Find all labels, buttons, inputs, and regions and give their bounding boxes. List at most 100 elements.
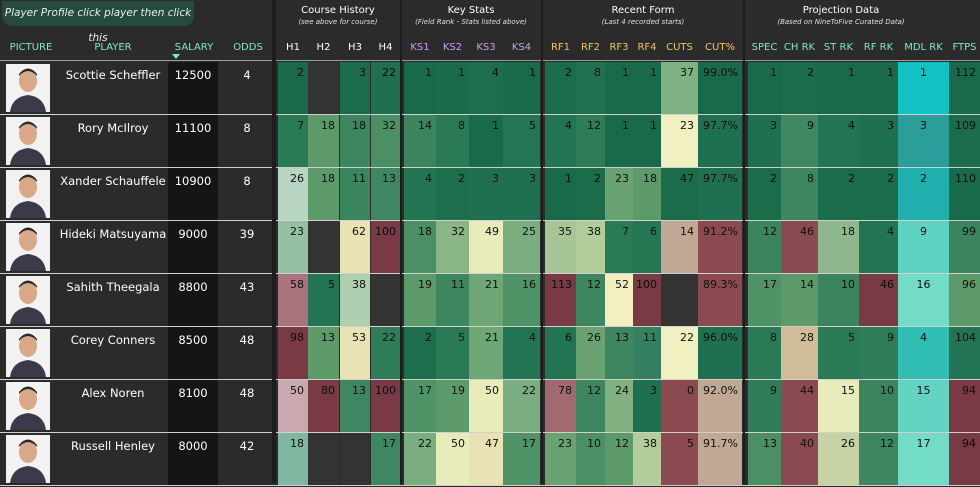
col-header-odds[interactable]: ODDS [233, 42, 263, 53]
row-divider [0, 379, 980, 380]
col-header-picture[interactable]: PICTURE [9, 42, 53, 53]
group-title: Recent Form [611, 5, 675, 16]
player-name[interactable]: Xander Schauffele [60, 174, 166, 188]
player-row[interactable]: Hideki Matsuyama 9000 39 23 62 100 18 32 49 25 35 3… [0, 221, 980, 273]
col-header-ks1[interactable]: KS1 [410, 42, 430, 53]
player-row[interactable]: Rory McIlroy 11100 8 7 18 18 32 14 8 1 5 4 12 1 1 23 97.… [0, 115, 980, 167]
player-row[interactable]: Sahith Theegala 8800 43 58 5 38 19 11 21 16 113 12 5… [0, 274, 980, 326]
player-row[interactable]: Corey Conners 8500 48 98 13 53 22 2 5 21 4 6 26 13 11 2… [0, 327, 980, 379]
key-stat-cell: 14 [404, 115, 436, 167]
player-photo[interactable] [6, 435, 50, 483]
projection-cell: 15 [898, 380, 949, 432]
player-photo[interactable] [6, 223, 50, 271]
recent-form-cell: 47 [661, 168, 698, 220]
col-header-h1[interactable]: H1 [286, 42, 300, 53]
player-odds: 48 [239, 333, 255, 347]
col-header-rf2[interactable]: RF2 [580, 42, 601, 53]
projection-cell: 3 [898, 115, 949, 167]
player-photo[interactable] [6, 276, 50, 324]
projection-cell: 16 [898, 274, 949, 326]
player-name[interactable]: Sahith Theegala [66, 280, 160, 294]
projection-cell: 17 [748, 274, 781, 326]
col-header-proj6[interactable]: FTPS [952, 42, 977, 53]
key-stat-cell: 1 [436, 62, 469, 114]
player-row[interactable]: Xander Schauffele 10900 8 26 18 11 13 4 2 3 3 1 2 23 1… [0, 168, 980, 220]
sort-descending-icon[interactable] [172, 54, 180, 59]
col-header-player[interactable]: PLAYER [94, 42, 132, 53]
player-name[interactable]: Scottie Scheffler [65, 68, 161, 82]
group-title: Projection Data [802, 5, 880, 16]
recent-form-cell: 7 [605, 221, 633, 273]
key-stat-cell: 19 [436, 380, 469, 432]
player-row[interactable]: Alex Noren 8100 48 50 80 13 100 17 19 50 22 78 12 24 3… [0, 380, 980, 432]
player-photo[interactable] [6, 64, 50, 112]
course-history-cell: 13 [308, 327, 339, 379]
header-divider [0, 60, 980, 61]
course-history-cell: 17 [371, 433, 400, 485]
projection-cell: 1 [748, 62, 781, 114]
projection-cell: 17 [898, 433, 949, 485]
recent-form-cell: 18 [633, 168, 661, 220]
col-header-ks4[interactable]: KS4 [511, 42, 532, 53]
key-stat-cell: 17 [404, 380, 436, 432]
col-header-proj3[interactable]: ST RK [823, 42, 854, 53]
player-name[interactable]: Alex Noren [81, 386, 145, 400]
player-salary: 8100 [168, 380, 218, 432]
col-header-ks2[interactable]: KS2 [442, 42, 463, 53]
projection-cell: 99 [949, 221, 980, 273]
player-odds: 48 [239, 386, 255, 400]
group-subtitle: (Field Rank - Stats listed above) [415, 18, 527, 26]
player-row[interactable]: Russell Henley 8000 42 18 17 22 50 47 17 23 10 12 38… [0, 433, 980, 485]
col-header-proj2[interactable]: CH RK [783, 42, 816, 53]
col-header-h3[interactable]: H3 [348, 42, 362, 53]
col-header-ks3[interactable]: KS3 [476, 42, 496, 53]
recent-form-cell: 78 [545, 380, 576, 432]
projection-cell: 28 [781, 327, 818, 379]
col-header-rf4[interactable]: RF4 [637, 42, 657, 53]
player-salary: 9000 [168, 221, 218, 273]
course-history-cell: 98 [278, 327, 308, 379]
player-row[interactable]: Scottie Scheffler 12500 4 2 3 22 1 1 4 1 2 8 1 1 37 99.… [0, 62, 980, 114]
player-salary: 8000 [168, 433, 218, 485]
col-header-proj1[interactable]: SPEC [751, 42, 778, 53]
course-history-cell: 11 [340, 168, 370, 220]
recent-form-cell: 1 [605, 115, 633, 167]
col-header-proj4[interactable]: RF RK [863, 42, 894, 53]
projection-cell: 94 [949, 380, 980, 432]
recent-form-cell: 2 [545, 62, 576, 114]
col-header-rf3[interactable]: RF3 [609, 42, 629, 53]
col-header-h4[interactable]: H4 [378, 42, 393, 53]
row-divider [0, 432, 980, 433]
col-header-h2[interactable]: H2 [316, 42, 331, 53]
course-history-cell: 7 [278, 115, 308, 167]
player-photo[interactable] [6, 170, 50, 218]
col-header-rf5[interactable]: CUTS [666, 42, 693, 53]
col-header-proj5[interactable]: MDL RK [904, 42, 943, 53]
course-history-cell: 26 [278, 168, 308, 220]
player-photo[interactable] [6, 382, 50, 430]
player-photo[interactable] [6, 117, 50, 165]
recent-form-cell [661, 274, 698, 326]
col-header-salary[interactable]: SALARY [174, 42, 214, 53]
recent-form-cell: 6 [633, 221, 661, 273]
recent-form-cell: 12 [576, 115, 605, 167]
recent-form-cell: 1 [545, 168, 576, 220]
key-stat-cell: 50 [436, 433, 469, 485]
recent-form-cell: 4 [545, 115, 576, 167]
player-photo[interactable] [6, 329, 50, 377]
recent-form-cell: 35 [545, 221, 576, 273]
player-name[interactable]: Russell Henley [71, 439, 155, 453]
course-history-cell: 18 [308, 168, 339, 220]
course-history-cell [308, 62, 339, 114]
key-stat-cell: 3 [469, 168, 503, 220]
projection-cell: 8 [781, 168, 818, 220]
player-name[interactable]: Hideki Matsuyama [59, 227, 167, 241]
col-header-rf6[interactable]: CUT% [705, 42, 735, 53]
player-name[interactable]: Corey Conners [70, 333, 156, 347]
group-header-1: Key Stats (Field Rank - Stats listed abov… [402, 4, 540, 28]
col-header-rf1[interactable]: RF1 [550, 42, 571, 53]
projection-cell: 9 [898, 221, 949, 273]
player-profile-button[interactable]: Player Profile click player then click t… [2, 1, 194, 44]
player-name[interactable]: Rory McIlroy [77, 121, 149, 135]
course-history-cell: 100 [371, 380, 400, 432]
